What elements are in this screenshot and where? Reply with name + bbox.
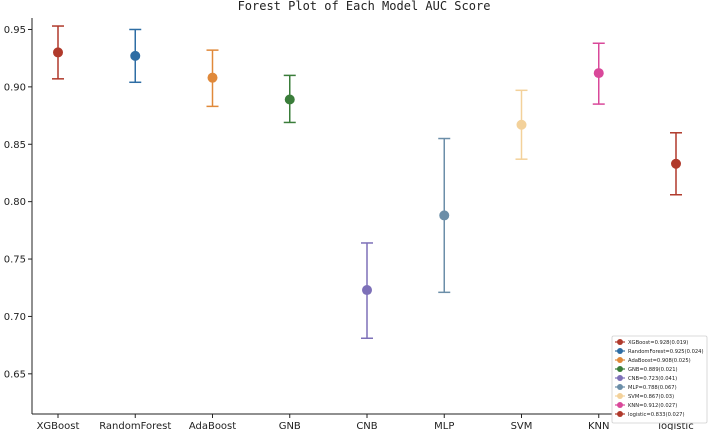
legend-point-marker (617, 393, 623, 399)
y-tick-label: 0.65 (4, 369, 26, 380)
auc-point (53, 47, 63, 58)
x-tick-label: CNB (356, 421, 377, 430)
legend-point-marker (617, 357, 623, 363)
legend-label: logistic=0.833(0.027) (628, 412, 684, 418)
legend-label: CNB=0.723(0.041) (628, 376, 677, 382)
y-axis-ticks: 0.65 0.70 0.75 0.80 0.85 0.90 0.95 (4, 25, 32, 380)
x-tick-label: RandomForest (99, 421, 171, 430)
legend-point-marker (617, 375, 623, 381)
x-tick-label: AdaBoost (189, 421, 236, 430)
legend-box (611, 335, 708, 424)
auc-point (284, 94, 295, 105)
legend-label: AdaBoost=0.908(0.025) (628, 358, 691, 364)
y-tick-label: 0.95 (4, 25, 26, 36)
auc-point (362, 285, 372, 296)
auc-point (207, 72, 218, 83)
legend-label: MLP=0.788(0.067) (628, 385, 677, 391)
auc-point (439, 210, 450, 221)
legend-label: GNB=0.889(0.021) (628, 367, 678, 373)
y-tick-label: 0.75 (4, 255, 26, 266)
x-tick-label: SVM (511, 421, 533, 430)
x-tick-label: KNN (588, 421, 610, 430)
legend-point-marker (617, 384, 623, 390)
x-tick-label: MLP (434, 421, 454, 430)
x-tick-label: GNB (279, 421, 301, 430)
auc-point (516, 119, 527, 130)
forest-marks (52, 25, 682, 339)
legend-point-marker (617, 402, 623, 408)
legend-point-marker (617, 411, 623, 417)
legend-label: KNN=0.912(0.027) (628, 403, 677, 409)
y-tick-label: 0.85 (4, 140, 26, 151)
legend-label: SVM=0.867(0.03) (628, 394, 674, 400)
y-tick-label: 0.80 (4, 197, 26, 208)
x-tick-label: XGBoost (37, 421, 80, 430)
legend-point-marker (617, 366, 623, 372)
x-axis-ticks: XGBoost RandomForest AdaBoost GNB CNB MLP SVM K… (37, 414, 694, 430)
x-tick-label: logistic (658, 421, 693, 430)
legend-label: RandomForest=0.925(0.024) (628, 349, 704, 355)
y-tick-label: 0.70 (4, 312, 26, 323)
auc-point (671, 158, 681, 169)
legend: XGBoost=0.928(0.019) RandomForest=0.925(0… (611, 335, 708, 424)
chart-title: Forest Plot of Each Model AUC Score (238, 0, 491, 13)
legend-point-marker (617, 339, 623, 345)
auc-point (130, 50, 141, 61)
y-tick-label: 0.90 (4, 82, 26, 93)
auc-point (593, 68, 604, 79)
legend-label: XGBoost=0.928(0.019) (628, 340, 688, 346)
legend-point-marker (617, 348, 623, 354)
